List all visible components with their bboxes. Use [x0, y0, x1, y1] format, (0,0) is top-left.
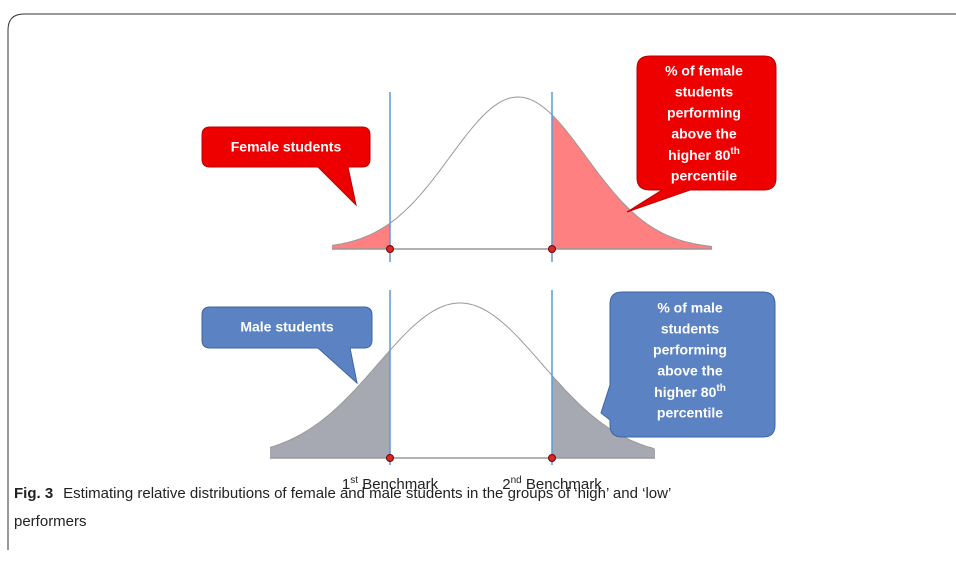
callout-line: higher 80th — [654, 383, 726, 400]
dot — [386, 454, 394, 462]
callout-line: above the — [657, 363, 723, 379]
frame — [7, 13, 956, 550]
superscript: th — [730, 146, 739, 157]
superscript: nd — [511, 475, 522, 486]
callout-line: percentile — [671, 168, 737, 184]
shaded-area — [332, 223, 390, 249]
benchmark-label: 1st Benchmark — [342, 475, 439, 493]
caption: Fig. 3 Estimating relative distributions … — [14, 485, 671, 502]
caption-text: performers — [14, 513, 87, 530]
callout-line: above the — [671, 126, 737, 142]
dot — [386, 245, 394, 253]
callout-male-note — [600, 291, 776, 438]
dot — [548, 245, 556, 253]
text-part: higher 80 — [668, 147, 730, 163]
benchmark-labels: 1st Benchmark 2nd Benchmark — [342, 475, 602, 493]
callout-line: percentile — [657, 405, 723, 421]
text-part: higher 80 — [654, 384, 716, 400]
callout-line: students — [675, 84, 734, 100]
text-part: Benchmark — [358, 476, 439, 493]
distribution-curve — [269, 302, 655, 450]
superscript: th — [716, 383, 725, 394]
distribution-curve — [331, 96, 713, 247]
callout-line: % of male — [657, 300, 723, 316]
text-part: Benchmark — [522, 476, 603, 493]
dot — [548, 454, 556, 462]
callout-text: Female students — [231, 139, 342, 155]
curves — [269, 96, 713, 459]
callout-line: performing — [667, 105, 741, 121]
callout-line: students — [661, 321, 720, 337]
superscript: st — [350, 475, 358, 486]
text-part: 2 — [502, 476, 510, 493]
callout-female-note — [626, 55, 777, 213]
caption-text: Estimating relative distributions of fem… — [63, 485, 671, 502]
shaded-area — [552, 375, 655, 458]
caption-label: Fig. 3 — [14, 485, 53, 502]
dots — [386, 245, 556, 462]
text-part: 1 — [342, 476, 350, 493]
callout-line: higher 80th — [668, 146, 740, 163]
callout-line: performing — [653, 342, 727, 358]
callout-text: Male students — [240, 319, 334, 335]
shaded-area — [552, 114, 712, 250]
callout-line: % of female — [665, 63, 743, 79]
callout-male — [201, 306, 373, 385]
benchmark-label: 2nd Benchmark — [502, 475, 602, 493]
callout-text: % of male students performing above the high… — [653, 300, 727, 421]
shaded-area — [270, 350, 390, 458]
callout-female — [201, 126, 371, 207]
callout-text: % of female students performing above the hi… — [665, 63, 743, 184]
